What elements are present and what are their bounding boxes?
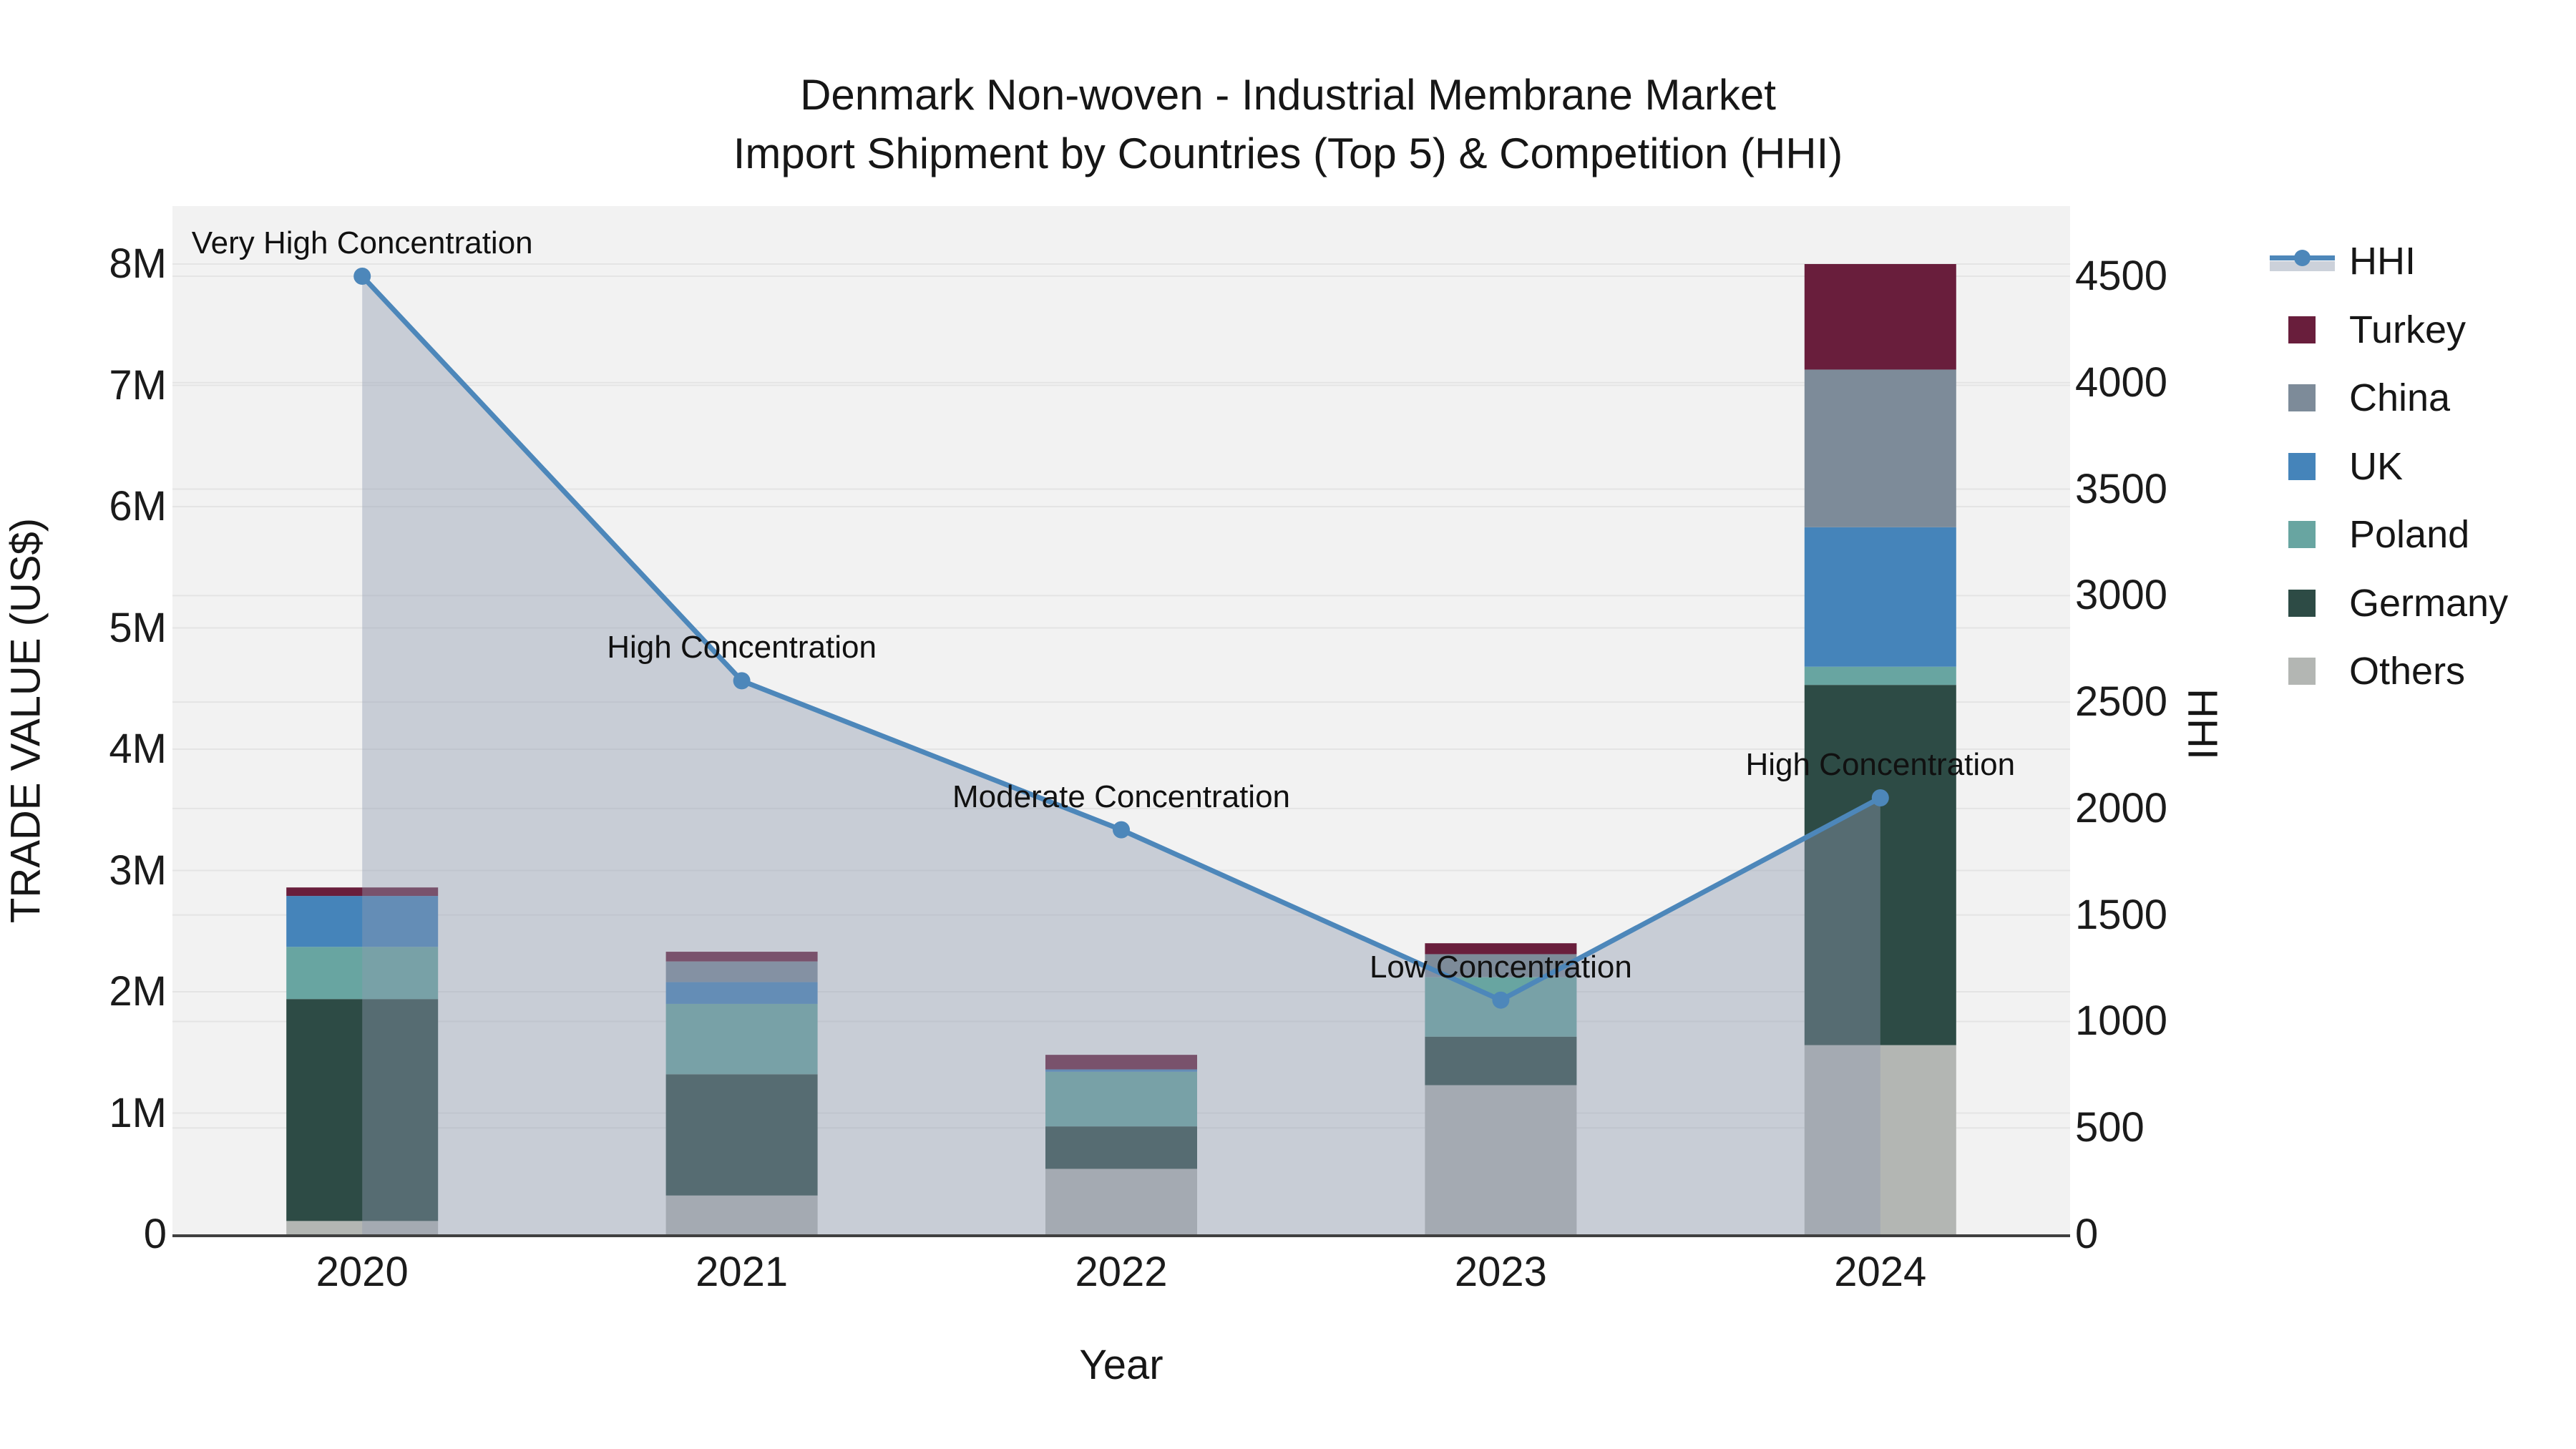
- legend-item-hhi[interactable]: HHI: [2349, 240, 2416, 283]
- annotation-2024: High Concentration: [1745, 747, 2016, 782]
- bar-segment-turkey-2020[interactable]: [286, 887, 439, 897]
- y-axis-tick-right-4500: 4500: [2075, 253, 2168, 299]
- bar-segment-poland-2020[interactable]: [286, 947, 439, 1000]
- legend-swatch-uk-icon: [2288, 452, 2316, 480]
- y-axis-tick-right-2500: 2500: [2075, 678, 2168, 726]
- hhi-marker-2021[interactable]: [733, 672, 751, 690]
- legend-item-china[interactable]: China: [2349, 376, 2451, 419]
- bar-segment-others-2020[interactable]: [286, 1221, 439, 1234]
- annotation-2021: High Concentration: [607, 630, 877, 665]
- bar-segment-uk-2021[interactable]: [665, 982, 818, 1004]
- bar-segment-germany-2023[interactable]: [1425, 1036, 1577, 1085]
- chart-title-line1: Denmark Non-woven - Industrial Membrane …: [800, 71, 1776, 119]
- legend-item-uk[interactable]: UK: [2349, 444, 2404, 488]
- legend-swatch-poland-icon: [2288, 521, 2316, 548]
- legend-item-others[interactable]: Others: [2349, 650, 2466, 693]
- y-axis-tick-right-3500: 3500: [2075, 465, 2168, 512]
- y-axis-tick-left-6M: 6M: [109, 483, 167, 530]
- hhi-area-fill: [362, 276, 1880, 1234]
- bar-segment-germany-2022[interactable]: [1045, 1126, 1197, 1169]
- y-axis-tick-right-1000: 1000: [2075, 997, 2168, 1045]
- legend-swatch-hhi-icon: [2270, 247, 2335, 275]
- x-axis-tick-2020: 2020: [316, 1249, 409, 1295]
- y-axis-tick-left-1M: 1M: [109, 1089, 167, 1136]
- legend-swatch-others-icon: [2288, 658, 2316, 685]
- legend-item-poland[interactable]: Poland: [2349, 513, 2470, 556]
- bar-segment-germany-2021[interactable]: [665, 1074, 818, 1196]
- y-axis-tick-right-1500: 1500: [2075, 891, 2168, 938]
- y-axis-tick-left-8M: 8M: [109, 240, 167, 287]
- hhi-marker-2023[interactable]: [1492, 991, 1510, 1009]
- bar-segment-poland-2024[interactable]: [1804, 666, 1956, 686]
- bar-segment-others-2021[interactable]: [665, 1195, 818, 1234]
- hhi-area-swatch: [2270, 261, 2335, 271]
- bar-segment-poland-2022[interactable]: [1045, 1071, 1197, 1127]
- x-axis-tick-2022: 2022: [1075, 1249, 1168, 1295]
- bar-segment-uk-2022[interactable]: [1045, 1069, 1197, 1072]
- x-axis-tick-2023: 2023: [1454, 1249, 1547, 1295]
- x-axis-tick-2024: 2024: [1834, 1249, 1927, 1295]
- x-axis-tick-2021: 2021: [696, 1249, 789, 1295]
- y-axis-tick-left-5M: 5M: [109, 604, 167, 651]
- annotation-2020: Very High Concentration: [191, 225, 533, 260]
- bar-segment-germany-2024[interactable]: [1804, 685, 1956, 1045]
- y-axis-tick-right-0: 0: [2075, 1211, 2099, 1257]
- annotation-2022: Moderate Concentration: [952, 779, 1291, 814]
- y-axis-tick-right-2000: 2000: [2075, 784, 2168, 831]
- bar-segment-others-2024[interactable]: [1804, 1045, 1956, 1234]
- bar-segment-poland-2021[interactable]: [665, 1003, 818, 1075]
- chart-title-line2: Import Shipment by Countries (Top 5) & C…: [733, 130, 1843, 177]
- bar-segment-turkey-2022[interactable]: [1045, 1055, 1197, 1070]
- y-axis-tick-left-4M: 4M: [109, 726, 167, 772]
- bar-segment-turkey-2023[interactable]: [1425, 943, 1577, 955]
- x-axis-title: Year: [1079, 1342, 1163, 1388]
- y-axis-tick-right-4000: 4000: [2075, 358, 2168, 406]
- bar-segment-germany-2020[interactable]: [286, 999, 439, 1221]
- y-axis-tick-right-500: 500: [2075, 1104, 2145, 1151]
- y-axis-tick-left-3M: 3M: [109, 847, 167, 894]
- legend-swatch-china-icon: [2288, 384, 2316, 411]
- bar-segment-china-2021[interactable]: [665, 961, 818, 982]
- bar-segment-others-2023[interactable]: [1425, 1085, 1577, 1234]
- bar-segment-uk-2020[interactable]: [286, 896, 439, 947]
- bar-segment-china-2024[interactable]: [1804, 369, 1956, 527]
- bar-segment-turkey-2021[interactable]: [665, 952, 818, 962]
- y-axis-tick-right-3000: 3000: [2075, 572, 2168, 619]
- hhi-marker-swatch: [2294, 250, 2311, 266]
- legend-swatch-germany-icon: [2288, 589, 2316, 617]
- bar-segment-turkey-2024[interactable]: [1804, 264, 1956, 370]
- y-axis-tick-left-0: 0: [143, 1211, 167, 1257]
- y-axis-tick-left-2M: 2M: [109, 968, 167, 1015]
- legend-swatch-turkey-icon: [2288, 316, 2316, 343]
- legend-item-germany[interactable]: Germany: [2349, 581, 2509, 625]
- hhi-marker-2020[interactable]: [353, 268, 371, 285]
- bar-segment-uk-2024[interactable]: [1804, 527, 1956, 667]
- y-axis-tick-left-7M: 7M: [109, 361, 167, 409]
- hhi-marker-2022[interactable]: [1113, 821, 1130, 839]
- hhi-marker-2024[interactable]: [1871, 789, 1889, 807]
- bar-segment-others-2022[interactable]: [1045, 1169, 1197, 1234]
- annotation-2023: Low Concentration: [1369, 949, 1632, 985]
- legend-item-turkey[interactable]: Turkey: [2349, 308, 2467, 351]
